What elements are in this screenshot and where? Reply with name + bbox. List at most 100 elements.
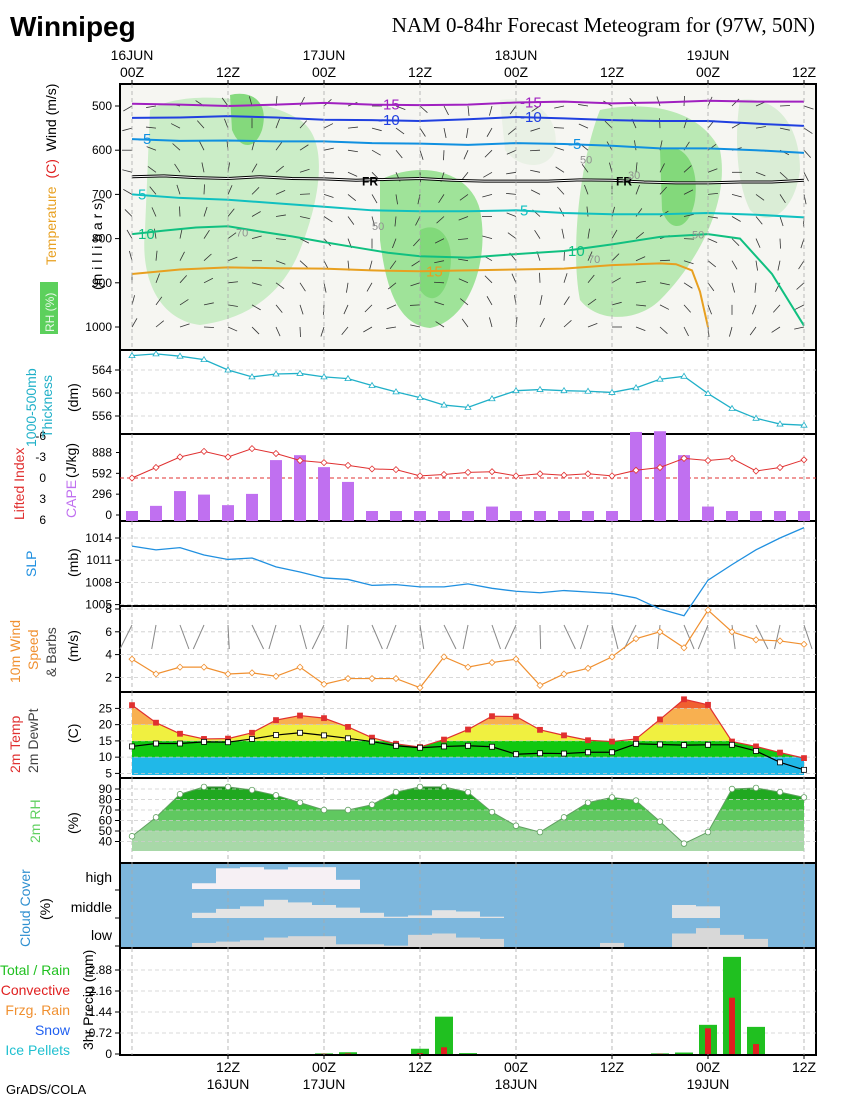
rh-point xyxy=(753,785,759,791)
legend-snow: Snow xyxy=(35,1022,71,1038)
dewpt-point xyxy=(226,740,231,745)
isotherm-label: 10 xyxy=(138,226,155,243)
temp-point xyxy=(346,724,351,729)
temp2m-tick-label: 25 xyxy=(99,701,113,715)
cloud-cover-label: Cloud Cover xyxy=(17,869,33,947)
temp2m-units: (C) xyxy=(65,724,81,743)
cloud-low-bar xyxy=(432,934,456,948)
rh-point xyxy=(465,789,471,795)
cape-tick-label: 888 xyxy=(92,446,112,460)
cloud-middle-bar xyxy=(696,906,720,918)
rh-point xyxy=(633,798,639,804)
cloud-low-bar xyxy=(600,943,624,947)
precip-convective-bar xyxy=(729,998,735,1054)
rh-point xyxy=(561,815,567,821)
dewpt-point xyxy=(754,748,759,753)
rh-point xyxy=(585,800,591,806)
cloud-level-label: high xyxy=(86,869,112,885)
cape-bar xyxy=(126,511,138,521)
wind10m-tick-label: 6 xyxy=(105,625,112,639)
cape-tick-label: 296 xyxy=(92,487,112,501)
cloud-middle-bar xyxy=(456,912,480,919)
temp-point xyxy=(538,727,543,732)
temp-point xyxy=(634,736,639,741)
rh2m-label: 2m RH xyxy=(27,799,43,843)
wind10m-label-2: Speed xyxy=(25,630,41,670)
temp-point xyxy=(298,713,303,718)
wind-barb xyxy=(780,105,790,106)
wind-barb xyxy=(659,118,660,128)
temp-point xyxy=(490,714,495,719)
wind-barb xyxy=(300,194,310,195)
cloud-low-bar xyxy=(720,935,744,947)
cloud-low-bar xyxy=(480,939,504,947)
slp-units: (mb) xyxy=(65,548,81,577)
bottom-time-label: 00Z xyxy=(312,1059,337,1075)
rh-point xyxy=(441,784,447,790)
dewpt-point xyxy=(178,741,183,746)
cape-bar xyxy=(726,511,738,521)
top-time-label: 00Z xyxy=(504,64,529,80)
cloud-middle-bar xyxy=(264,900,288,918)
cape-bar xyxy=(246,494,258,521)
rh-point xyxy=(177,791,183,797)
cloud-low-bar xyxy=(336,944,360,947)
precip-total-bar xyxy=(675,1053,693,1054)
rh-point xyxy=(225,784,231,790)
rh-point xyxy=(153,815,159,821)
temp2m-tick-label: 5 xyxy=(105,766,112,780)
rh-point xyxy=(321,807,327,813)
slp-label: SLP xyxy=(23,551,39,577)
slp-tick-label: 1011 xyxy=(86,553,112,567)
cloud-middle-bar xyxy=(480,917,504,918)
temp-point xyxy=(154,720,159,725)
pressure-tick-label: 500 xyxy=(92,99,112,113)
cape-bar xyxy=(606,511,618,521)
wind-label: Wind (m/s) xyxy=(43,84,59,152)
lifted-index-label: Lifted Index xyxy=(11,448,27,520)
bottom-time-label: 12Z xyxy=(216,1059,241,1075)
credit-label: GrADS/COLA xyxy=(6,1082,87,1097)
temp-point xyxy=(586,738,591,743)
rh2m-labels: 2m RH (%) xyxy=(27,799,81,843)
cape-bar xyxy=(510,511,522,521)
cloud-low-bar xyxy=(312,936,336,947)
cloud-low-bar xyxy=(240,940,264,947)
bottom-time-label: 12Z xyxy=(792,1059,817,1075)
top-time-label: 00Z xyxy=(120,64,145,80)
rh-point xyxy=(417,784,423,790)
precip-tick-label: 0 xyxy=(105,1047,112,1061)
dewpt-point xyxy=(538,751,543,756)
rh-contour-label: 50 xyxy=(692,230,704,242)
wind10m-units: (m/s) xyxy=(65,630,81,662)
cloud-low-bar xyxy=(192,943,216,947)
wind-barb xyxy=(564,251,565,261)
dewpt-point xyxy=(730,742,735,747)
wind10m-panel xyxy=(120,606,816,692)
li-tick-label: 3 xyxy=(39,492,46,506)
top-time-label: 00Z xyxy=(696,64,721,80)
precip-convective-bar xyxy=(345,1053,351,1054)
legend-total-rain: Total / Rain xyxy=(0,962,70,978)
rh-contour-label: 70 xyxy=(588,254,600,266)
precip-convective-bar xyxy=(417,1053,423,1054)
cape-bar xyxy=(342,482,354,521)
dewpt-point xyxy=(394,743,399,748)
rh-contour-label: 30 xyxy=(628,170,640,182)
cloud-high-bar xyxy=(264,869,288,889)
cape-bar xyxy=(654,431,666,521)
wind-barb xyxy=(410,305,420,306)
cape-bar xyxy=(438,511,450,521)
precip-convective-bar xyxy=(705,1028,711,1054)
li-tick-label: 6 xyxy=(39,513,46,527)
cloud-middle-bar xyxy=(216,909,240,918)
rh-point xyxy=(393,789,399,795)
temp-point xyxy=(562,733,567,738)
cloud-cover-units: (%) xyxy=(37,898,53,920)
thickness-label-1: 1000-500mb xyxy=(23,368,39,447)
rh2m-units: (%) xyxy=(65,812,81,834)
rh-point xyxy=(249,787,255,793)
cape-bar xyxy=(630,432,642,521)
rh-point xyxy=(705,829,711,835)
legend-convective: Convective xyxy=(1,982,70,998)
